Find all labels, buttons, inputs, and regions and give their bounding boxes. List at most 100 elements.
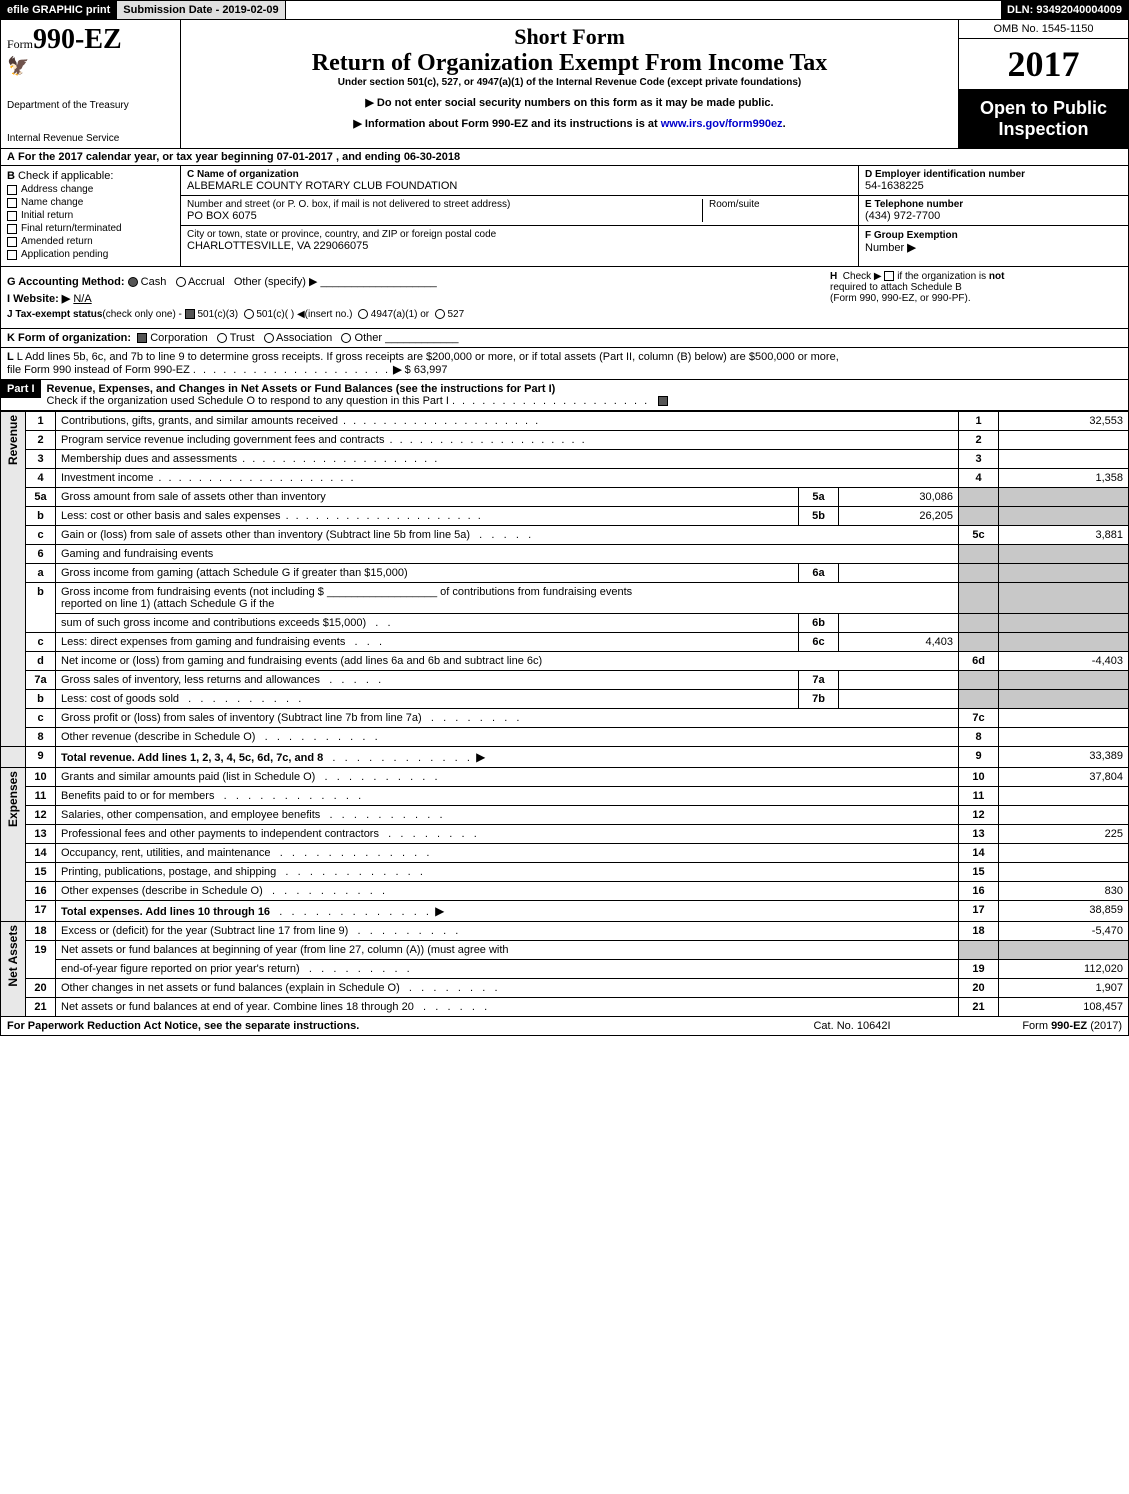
line-6a: aGross income from gaming (attach Schedu… [1,564,1129,583]
chk-label: Application pending [21,249,108,260]
ghij-left: G Accounting Method: Cash Accrual Other … [7,271,822,324]
radio-trust[interactable] [217,333,227,343]
c-name-label: C Name of organization [187,169,852,180]
k-other: Other [355,332,383,344]
irs-link[interactable]: www.irs.gov/form990ez [661,118,783,130]
website-value: N/A [73,293,91,305]
revenue-vlabel: Revenue [1,412,26,747]
line-5a: 5aGross amount from sale of assets other… [1,488,1129,507]
h-not: not [989,271,1005,282]
radio-other[interactable] [341,333,351,343]
c-city-row: City or town, state or province, country… [181,226,858,255]
chk-initial-return[interactable]: Initial return [7,210,174,221]
radio-527[interactable] [435,309,445,319]
phone-value: (434) 972-7700 [865,210,1122,222]
part1-title: Revenue, Expenses, and Changes in Net As… [47,383,556,395]
chk-schedule-o[interactable] [658,396,668,406]
chk-final-return[interactable]: Final return/terminated [7,223,174,234]
form-number-value: 990-EZ [33,24,122,55]
radio-501c[interactable] [244,309,254,319]
radio-cash[interactable] [128,277,138,287]
line-8: 8Other revenue (describe in Schedule O) … [1,728,1129,747]
dln: DLN: 93492040004009 [1001,1,1128,19]
checkbox-icon [7,224,17,234]
radio-4947[interactable] [358,309,368,319]
f-group-exemption: F Group Exemption Number ▶ [859,226,1128,257]
chk-label: Final return/terminated [21,223,122,234]
h-text1: Check ▶ [843,271,882,282]
h-label: H [830,271,837,282]
paperwork-notice: For Paperwork Reduction Act Notice, see … [7,1020,752,1032]
line-l: L L Add lines 5b, 6c, and 7b to line 9 t… [1,348,1128,379]
line-a-mid: , and ending [336,151,404,163]
j-opt2-note: ◀(insert no.) [297,309,352,320]
chk-corporation[interactable] [137,333,147,343]
chk-501c3[interactable] [185,309,195,319]
line-a-pre: For the 2017 calendar year, or tax year … [18,151,277,163]
section-bcdef: B Check if applicable: Address change Na… [0,166,1129,267]
part1-desc: Revenue, Expenses, and Changes in Net As… [41,380,1128,410]
i-label: I Website: ▶ [7,293,70,305]
g-cash: Cash [141,276,167,288]
form-number: Form990-EZ [7,24,174,56]
radio-accrual[interactable] [176,277,186,287]
dots [452,395,649,407]
checkbox-icon [7,250,17,260]
chk-label: Amended return [21,236,93,247]
open-line2: Inspection [963,119,1124,140]
room-suite: Room/suite [702,199,852,222]
open-to-public: Open to Public Inspection [959,90,1128,148]
f-label2: Number [865,242,904,254]
line-6: 6Gaming and fundraising events [1,545,1129,564]
l-text2: file Form 990 instead of Form 990-EZ [7,364,190,376]
line-3: 3Membership dues and assessments 3 [1,450,1129,469]
eagle-icon: 🦅 [7,56,174,77]
chk-application-pending[interactable]: Application pending [7,249,174,260]
g-other: Other (specify) ▶ [234,276,318,288]
line-21: 21Net assets or fund balances at end of … [1,998,1129,1017]
j-opt4: 527 [447,309,464,320]
tax-year-begin: 07-01-2017 [277,151,333,163]
chk-label: Initial return [21,210,73,221]
k-label: K Form of organization: [7,332,131,344]
checkbox-icon [7,185,17,195]
netassets-vlabel: Net Assets [1,922,26,1017]
part1-header-row: Part I Revenue, Expenses, and Changes in… [0,380,1129,411]
line-11: 11Benefits paid to or for members . . . … [1,787,1129,806]
chk-label: Name change [21,197,83,208]
ein-value: 54-1638225 [865,180,1122,192]
efile-print-button[interactable]: efile GRAPHIC print [1,1,117,19]
form-header: Form990-EZ 🦅 Department of the Treasury … [0,20,1129,149]
chk-amended-return[interactable]: Amended return [7,236,174,247]
line-j: J Tax-exempt status(check only one) - 50… [7,309,822,320]
line-9: 9Total revenue. Add lines 1, 2, 3, 4, 5c… [1,747,1129,768]
k-assoc: Association [276,332,332,344]
info-prefix: ▶ Information about Form 990-EZ and its … [353,118,660,130]
chk-schedule-b[interactable] [884,271,894,281]
c-street-row: Number and street (or P. O. box, if mail… [181,196,858,226]
open-line1: Open to Public [963,98,1124,119]
line-6d: dNet income or (loss) from gaming and fu… [1,652,1129,671]
form-ref: Form 990-EZ (2017) [952,1020,1122,1032]
l-amount: $ 63,997 [405,364,448,376]
radio-association[interactable] [264,333,274,343]
org-name: ALBEMARLE COUNTY ROTARY CLUB FOUNDATION [187,180,852,192]
irs: Internal Revenue Service [7,133,174,144]
tax-year: 2017 [959,39,1128,90]
ssn-notice: ▶ Do not enter social security numbers o… [187,96,952,109]
submission-date: Submission Date - 2019-02-09 [117,1,285,19]
chk-address-change[interactable]: Address change [7,184,174,195]
city: CHARLOTTESVILLE, VA 229066075 [187,240,852,252]
street: PO BOX 6075 [187,210,702,222]
line-a: A For the 2017 calendar year, or tax yea… [0,149,1129,166]
checkbox-icon [7,211,17,221]
line-19a: 19Net assets or fund balances at beginni… [1,941,1129,960]
street-label: Number and street (or P. O. box, if mail… [187,199,702,210]
line-7c: cGross profit or (loss) from sales of in… [1,709,1129,728]
line-13: 13Professional fees and other payments t… [1,825,1129,844]
h-text3: required to attach Schedule B [830,282,962,293]
chk-name-change[interactable]: Name change [7,197,174,208]
l-text1: L Add lines 5b, 6c, and 7b to line 9 to … [17,351,839,363]
header-left: Form990-EZ 🦅 Department of the Treasury … [1,20,181,148]
street-cell: Number and street (or P. O. box, if mail… [187,199,702,222]
